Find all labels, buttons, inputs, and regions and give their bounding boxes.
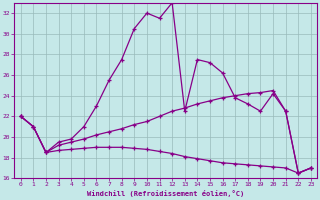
X-axis label: Windchill (Refroidissement éolien,°C): Windchill (Refroidissement éolien,°C) xyxy=(87,190,244,197)
